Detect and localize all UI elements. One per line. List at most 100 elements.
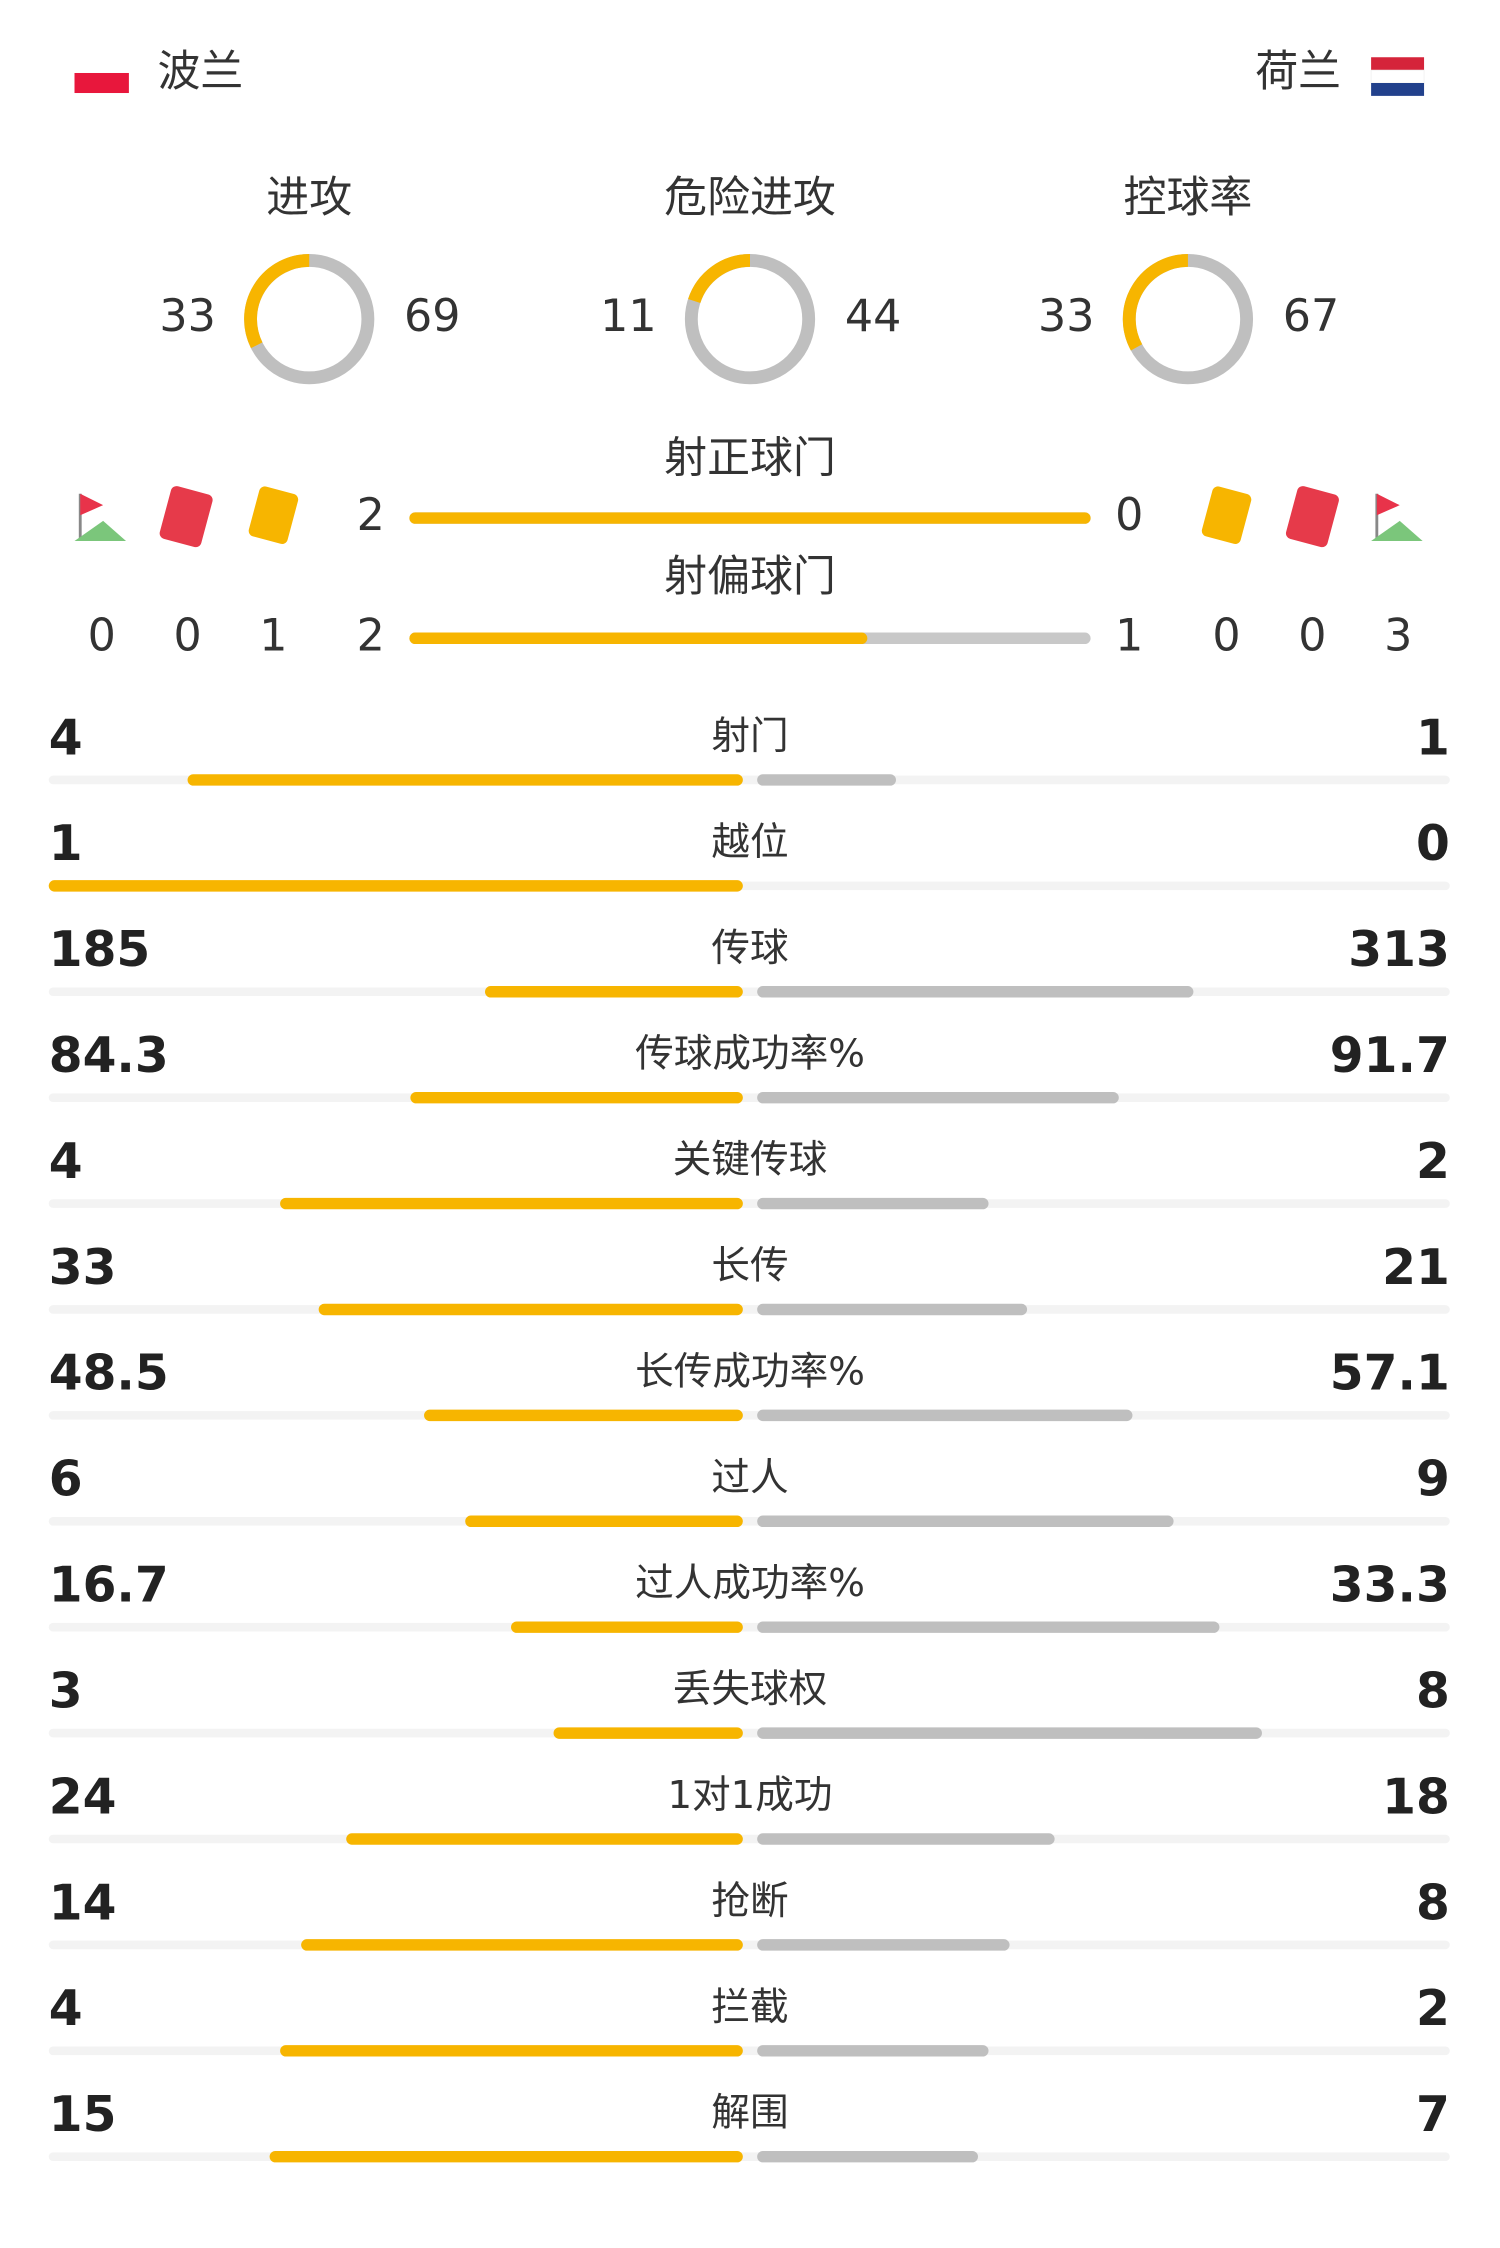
stat-home-bar xyxy=(48,880,743,892)
away-red-card-icon xyxy=(1285,486,1339,548)
stat-away-bar xyxy=(757,1091,1119,1104)
ring-home-value: 33 xyxy=(159,291,215,342)
stat-away-bar xyxy=(757,1621,1220,1633)
away-yellow-card-icon xyxy=(1201,486,1252,544)
stat-label: 传球 xyxy=(711,926,788,971)
stat-away-value: 1 xyxy=(1416,710,1450,766)
stat-away-value: 9 xyxy=(1416,1452,1450,1508)
stat-label: 丢失球权 xyxy=(673,1667,828,1712)
stat-home-value: 3 xyxy=(49,1663,83,1719)
stat-home-value: 24 xyxy=(49,1769,117,1825)
ring-arc xyxy=(244,254,310,349)
stat-away-bar xyxy=(757,1197,989,1210)
ring-arc xyxy=(1122,254,1189,351)
home-corners: 0 xyxy=(88,610,116,661)
ring-label: 危险进攻 xyxy=(664,173,836,223)
shot-home-value: 2 xyxy=(357,610,385,661)
flag-poland xyxy=(74,72,129,94)
stat-away-bar xyxy=(757,774,896,786)
stat-away-bar xyxy=(757,1833,1055,1845)
stat-away-value: 18 xyxy=(1382,1769,1450,1825)
stat-home-value: 4 xyxy=(49,1981,83,2037)
home-yellow-card-icon xyxy=(248,486,299,544)
stat-home-value: 14 xyxy=(49,1875,117,1931)
flag-netherlands xyxy=(1370,57,1425,96)
stat-away-value: 57.1 xyxy=(1330,1346,1450,1402)
stat-home-bar xyxy=(553,1727,743,1739)
stat-home-bar xyxy=(187,774,743,786)
stat-home-bar xyxy=(465,1515,743,1528)
ring-home-value: 11 xyxy=(600,291,656,342)
stat-home-bar xyxy=(511,1621,743,1633)
shot-home-value: 2 xyxy=(357,490,385,541)
stat-label: 传球成功率% xyxy=(635,1032,865,1077)
stat-label: 越位 xyxy=(711,820,788,865)
ring-away-value: 44 xyxy=(845,291,901,342)
stat-label: 射门 xyxy=(711,714,788,759)
stat-track xyxy=(48,1834,1450,1844)
away-yellow: 0 xyxy=(1212,610,1240,661)
stat-home-value: 6 xyxy=(49,1452,83,1508)
away-red: 0 xyxy=(1298,610,1326,661)
stat-label: 过人 xyxy=(711,1455,788,1500)
stat-away-value: 33.3 xyxy=(1330,1558,1450,1614)
stat-away-value: 8 xyxy=(1416,1875,1450,1931)
stat-track xyxy=(48,1516,1450,1526)
stat-label: 解围 xyxy=(711,2091,788,2136)
stat-home-value: 33 xyxy=(49,1240,117,1296)
stat-home-bar xyxy=(410,1091,743,1104)
stat-away-bar xyxy=(757,986,1194,998)
stat-away-value: 8 xyxy=(1416,1663,1450,1719)
stat-home-value: 48.5 xyxy=(49,1346,169,1402)
ring-home-value: 33 xyxy=(1038,291,1094,342)
away-corners: 3 xyxy=(1384,610,1412,661)
shot-away-value: 0 xyxy=(1115,490,1143,541)
stat-track xyxy=(48,987,1450,997)
stat-label: 抢断 xyxy=(711,1879,788,1924)
ring-away-value: 69 xyxy=(404,291,460,342)
home-red-card-icon xyxy=(159,486,213,548)
ring-label: 控球率 xyxy=(1124,173,1253,223)
stat-away-value: 7 xyxy=(1416,2087,1450,2143)
stat-away-bar xyxy=(757,1727,1262,1739)
stat-away-value: 2 xyxy=(1416,1134,1450,1190)
stat-away-bar xyxy=(757,1939,1010,1951)
home-yellow: 1 xyxy=(259,610,287,661)
stat-away-bar xyxy=(757,1409,1133,1422)
stat-home-value: 15 xyxy=(49,2087,117,2143)
stat-home-bar xyxy=(318,1303,743,1316)
stat-track xyxy=(48,1940,1450,1950)
home-red: 0 xyxy=(173,610,201,661)
stat-away-value: 313 xyxy=(1348,922,1450,978)
stat-track xyxy=(48,2046,1450,2056)
stat-away-value: 0 xyxy=(1416,816,1450,872)
away-corner-icon xyxy=(1371,493,1423,541)
stat-label: 过人成功率% xyxy=(635,1561,865,1606)
stat-label: 关键传球 xyxy=(673,1138,828,1183)
stat-home-bar xyxy=(301,1939,743,1951)
stat-track xyxy=(48,2152,1450,2161)
stat-track xyxy=(48,1411,1450,1420)
stat-label: 1对1成功 xyxy=(667,1773,832,1818)
stat-home-value: 16.7 xyxy=(49,1558,169,1614)
stat-home-bar xyxy=(280,1197,743,1210)
stat-home-bar xyxy=(269,2150,743,2163)
stat-label: 长传成功率% xyxy=(635,1349,865,1394)
ring-away-value: 67 xyxy=(1283,291,1339,342)
stat-label: 拦截 xyxy=(711,1985,788,2030)
stat-away-value: 2 xyxy=(1416,1981,1450,2037)
stat-home-bar xyxy=(484,986,743,998)
stat-home-value: 185 xyxy=(49,922,151,978)
stat-home-value: 4 xyxy=(49,1134,83,1190)
stat-home-bar xyxy=(280,2045,743,2057)
stat-home-value: 1 xyxy=(49,816,83,872)
shot-label: 射偏球门 xyxy=(664,552,836,602)
shot-away-value: 1 xyxy=(1115,610,1143,661)
home-corner-icon xyxy=(74,493,127,541)
stat-home-value: 4 xyxy=(49,710,83,766)
stat-label: 长传 xyxy=(711,1243,788,1288)
stat-track xyxy=(48,1199,1450,1208)
stat-away-value: 91.7 xyxy=(1330,1028,1450,1084)
